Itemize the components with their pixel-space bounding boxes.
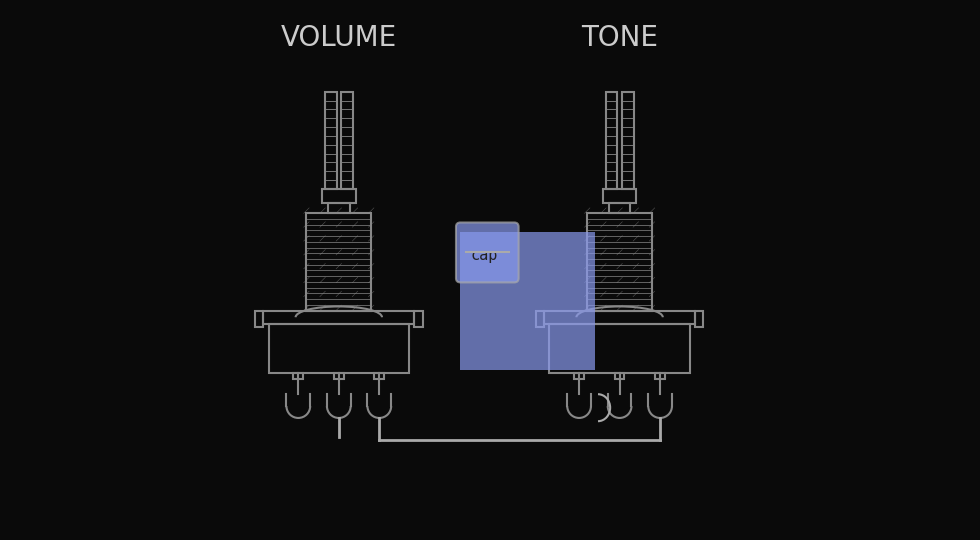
Text: VOLUME: VOLUME — [280, 24, 397, 52]
Text: TONE: TONE — [581, 24, 659, 52]
Bar — [656, 373, 665, 379]
Bar — [322, 189, 356, 202]
Polygon shape — [461, 232, 595, 370]
Bar — [544, 310, 695, 324]
Bar — [550, 324, 690, 373]
Bar — [334, 373, 344, 379]
Bar — [606, 92, 617, 189]
FancyBboxPatch shape — [456, 222, 518, 282]
Bar — [307, 213, 371, 310]
Bar — [603, 189, 636, 202]
Bar — [695, 310, 704, 327]
Bar — [328, 202, 350, 213]
Bar — [293, 373, 303, 379]
Text: cap: cap — [471, 248, 498, 262]
Bar — [269, 324, 409, 373]
Bar — [536, 310, 544, 327]
Bar — [614, 373, 624, 379]
Bar — [255, 310, 264, 327]
Bar — [324, 92, 337, 189]
Bar — [341, 92, 353, 189]
Bar — [374, 373, 384, 379]
Bar — [264, 310, 415, 324]
Bar — [415, 310, 422, 327]
Bar — [621, 92, 634, 189]
Bar — [587, 213, 652, 310]
Bar — [574, 373, 584, 379]
Bar — [609, 202, 630, 213]
